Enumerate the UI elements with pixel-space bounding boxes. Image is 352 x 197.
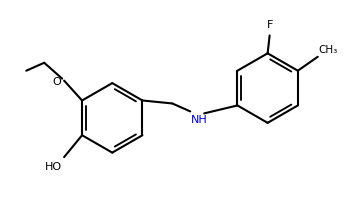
Text: NH: NH <box>191 115 208 125</box>
Text: F: F <box>266 20 273 31</box>
Text: CH₃: CH₃ <box>319 45 338 55</box>
Text: O: O <box>52 77 61 87</box>
Text: HO: HO <box>45 162 62 172</box>
